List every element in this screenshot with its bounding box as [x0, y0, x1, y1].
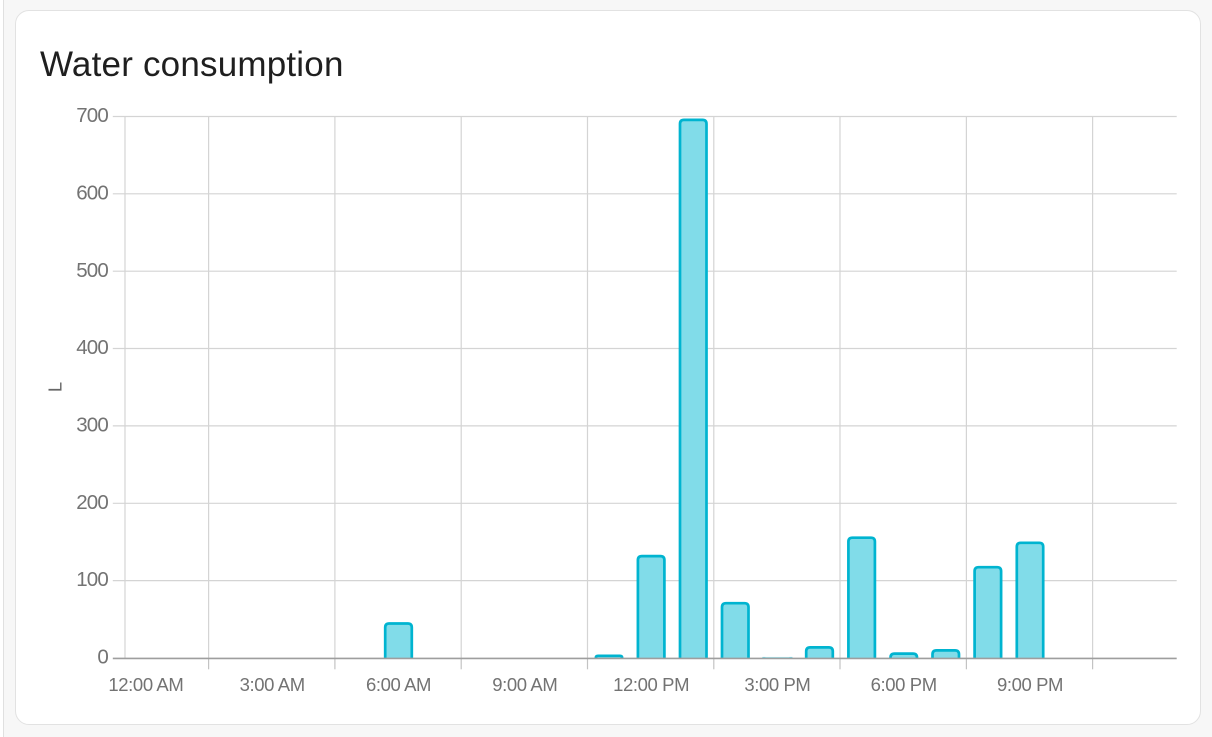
svg-text:6:00 AM: 6:00 AM [366, 674, 431, 695]
svg-text:3:00 AM: 3:00 AM [240, 674, 305, 695]
svg-text:400: 400 [76, 336, 108, 359]
svg-text:300: 300 [76, 414, 108, 437]
svg-text:9:00 PM: 9:00 PM [997, 674, 1063, 695]
svg-text:L: L [45, 382, 66, 392]
svg-text:200: 200 [76, 491, 108, 514]
svg-text:0: 0 [97, 646, 108, 669]
svg-text:6:00 PM: 6:00 PM [871, 674, 937, 695]
svg-text:100: 100 [76, 568, 108, 591]
svg-text:9:00 AM: 9:00 AM [492, 674, 557, 695]
svg-text:12:00 PM: 12:00 PM [613, 674, 689, 695]
svg-text:500: 500 [76, 259, 108, 282]
svg-text:600: 600 [76, 181, 108, 204]
svg-text:3:00 PM: 3:00 PM [744, 674, 810, 695]
svg-text:700: 700 [76, 104, 108, 127]
svg-text:12:00 AM: 12:00 AM [108, 674, 183, 695]
